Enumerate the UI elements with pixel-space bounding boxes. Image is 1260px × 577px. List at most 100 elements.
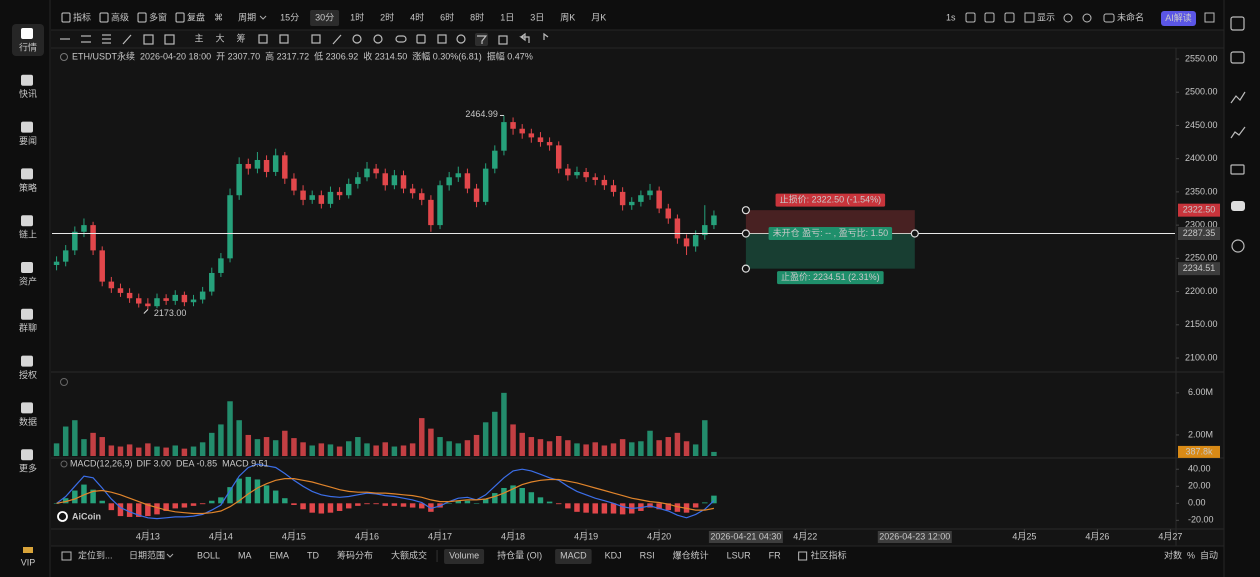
icon[interactable] xyxy=(1230,51,1245,64)
tool-icon[interactable] xyxy=(984,12,995,23)
ai-button[interactable]: AI解读 xyxy=(1165,12,1192,23)
icon[interactable] xyxy=(416,34,426,44)
icon[interactable] xyxy=(143,34,154,45)
nav-icon[interactable] xyxy=(21,262,33,273)
nav-label[interactable]: 更多 xyxy=(19,463,37,474)
bottom-icon[interactable] xyxy=(798,551,808,561)
tool-icon[interactable] xyxy=(1204,12,1215,23)
nav-label[interactable]: 行情 xyxy=(19,41,37,52)
indicator[interactable]: Volume xyxy=(449,550,479,560)
period[interactable]: 周K xyxy=(560,12,575,22)
tool-icon[interactable] xyxy=(1024,12,1035,23)
draw-tool[interactable]: 主 xyxy=(194,32,203,43)
nav-icon[interactable] xyxy=(21,168,33,180)
ai-btn-bg[interactable] xyxy=(1161,11,1196,26)
nav-icon[interactable] xyxy=(21,449,33,461)
icon[interactable] xyxy=(1231,239,1245,253)
tool-icon[interactable] xyxy=(175,12,185,23)
period[interactable]: 30分 xyxy=(315,12,334,22)
icon[interactable] xyxy=(279,34,289,44)
bottom-icon[interactable] xyxy=(61,551,72,561)
handle[interactable] xyxy=(910,229,919,238)
icon[interactable] xyxy=(437,34,447,44)
icon[interactable] xyxy=(456,34,466,44)
period[interactable]: 3日 xyxy=(530,12,544,22)
tool-icon[interactable] xyxy=(1004,12,1015,23)
indicator[interactable]: BOLL xyxy=(197,550,220,560)
indicator[interactable]: 爆仓统计 xyxy=(673,549,709,560)
period[interactable]: 月K xyxy=(591,12,606,22)
tool-icon[interactable] xyxy=(61,12,71,23)
nav-label[interactable]: 快讯 xyxy=(19,88,37,99)
nav-icon[interactable] xyxy=(21,28,33,39)
indicator[interactable]: TD xyxy=(307,550,319,560)
icon[interactable] xyxy=(1230,16,1245,31)
draw-tool[interactable]: 大 xyxy=(215,32,224,43)
layout-icon[interactable] xyxy=(1103,13,1115,23)
icon[interactable] xyxy=(352,34,362,44)
tool-label[interactable]: 指标 xyxy=(73,11,91,22)
icon[interactable] xyxy=(477,35,488,44)
icon[interactable] xyxy=(395,35,407,43)
nav-icon[interactable] xyxy=(21,308,33,320)
indicator[interactable]: 大额成交 xyxy=(391,549,427,560)
icon[interactable] xyxy=(164,34,175,45)
locate[interactable]: 定位到... xyxy=(78,549,113,560)
tool-label[interactable]: 复盘 xyxy=(187,11,205,22)
nav-label[interactable]: 授权 xyxy=(19,369,37,380)
nav-icon[interactable] xyxy=(21,74,33,86)
icon[interactable] xyxy=(122,34,132,45)
period[interactable]: 15分 xyxy=(280,12,299,22)
tool-icon[interactable] xyxy=(99,12,109,23)
indicator[interactable]: FR xyxy=(769,550,781,560)
period[interactable]: 6时 xyxy=(440,11,454,22)
tool-label[interactable]: 高级 xyxy=(111,11,129,22)
indicator[interactable]: MACD xyxy=(560,550,587,560)
axis-option[interactable]: 对数 xyxy=(1164,549,1182,560)
icon[interactable] xyxy=(1231,201,1245,211)
icon[interactable] xyxy=(311,34,321,44)
vip-label[interactable]: VIP xyxy=(21,557,36,567)
icon[interactable] xyxy=(519,32,530,43)
handle[interactable] xyxy=(741,206,750,215)
nav-icon[interactable] xyxy=(21,215,33,227)
nav-label[interactable]: 群聊 xyxy=(19,322,37,333)
nav-label[interactable]: 资产 xyxy=(19,275,37,286)
period-label[interactable]: 周期 xyxy=(238,12,256,22)
icon[interactable] xyxy=(498,35,508,45)
nav-label[interactable]: 数据 xyxy=(19,416,37,427)
indicator[interactable]: KDJ xyxy=(605,550,622,560)
nav-icon[interactable] xyxy=(21,355,33,367)
speed[interactable]: 1s xyxy=(946,12,956,22)
draw-tool[interactable]: 筹 xyxy=(236,32,245,43)
tool-icon[interactable] xyxy=(1063,13,1073,23)
handle[interactable] xyxy=(741,229,750,238)
axis-option[interactable]: 自动 xyxy=(1200,549,1218,560)
indicator[interactable]: MA xyxy=(238,550,252,560)
icon[interactable] xyxy=(1230,91,1246,104)
icon[interactable] xyxy=(373,34,383,44)
handle[interactable] xyxy=(741,264,750,273)
icon[interactable] xyxy=(543,32,549,40)
icon[interactable] xyxy=(1230,126,1246,139)
indicator[interactable]: EMA xyxy=(270,550,290,560)
axis-option[interactable]: % xyxy=(1187,550,1195,560)
tool-label[interactable]: 多窗 xyxy=(149,11,167,22)
indicator[interactable]: 持仓量 (OI) xyxy=(497,549,542,560)
date-range[interactable]: 日期范围 xyxy=(129,549,165,560)
tool-icon[interactable] xyxy=(1082,13,1092,23)
nav-icon[interactable] xyxy=(21,121,33,133)
tool-icon[interactable] xyxy=(965,12,976,23)
icon-active[interactable] xyxy=(475,33,488,46)
nav-label[interactable]: 要闻 xyxy=(19,136,37,146)
layout-name[interactable]: 未命名 xyxy=(1117,11,1144,22)
icon[interactable] xyxy=(332,34,342,45)
display[interactable]: 显示 xyxy=(1037,12,1055,22)
period[interactable]: 1时 xyxy=(350,11,364,22)
nav-icon[interactable] xyxy=(21,402,33,414)
indicator[interactable]: LSUR xyxy=(727,550,752,560)
nav-label[interactable]: 链上 xyxy=(19,229,37,240)
period[interactable]: 8时 xyxy=(470,11,484,22)
icon[interactable] xyxy=(1230,164,1245,175)
period[interactable]: 1日 xyxy=(500,12,514,22)
